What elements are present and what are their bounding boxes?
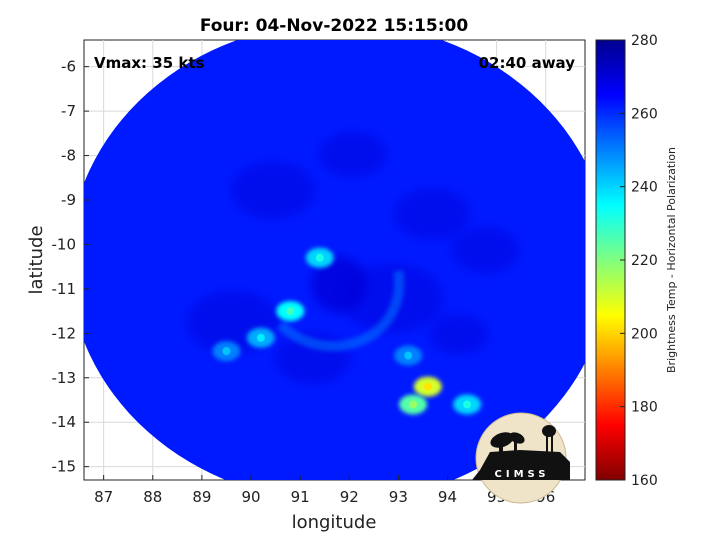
feature-core xyxy=(315,253,324,262)
swath-texture xyxy=(394,188,471,241)
storm-eye xyxy=(311,256,368,313)
x-tick-label: 93 xyxy=(389,488,408,506)
feature-core xyxy=(423,382,432,391)
colorbar-ticks: 160 180 200 220 240 260 280 xyxy=(620,33,658,489)
x-tick-label: 87 xyxy=(94,488,113,506)
y-axis-title: latitude xyxy=(26,225,47,294)
cimss-logo-text: CIMSS xyxy=(495,469,550,480)
x-tick-label: 88 xyxy=(143,488,162,506)
y-tick-label: -13 xyxy=(52,369,77,387)
x-tick-label: 91 xyxy=(291,488,310,506)
spiral-band xyxy=(276,270,405,352)
swath-texture xyxy=(429,314,489,355)
chart-title: Four: 04-Nov-2022 15:15:00 xyxy=(200,16,469,36)
y-axis: -6 -7 -8 -9 -10 -11 -12 -13 -14 -15 xyxy=(52,58,89,476)
colorbar-tick-label: 220 xyxy=(631,253,658,269)
x-tick-label: 90 xyxy=(241,488,260,506)
feature-core xyxy=(286,307,295,316)
y-tick-label: -14 xyxy=(52,413,77,431)
colorbar-tick-label: 260 xyxy=(631,106,658,122)
colorbar-tick-label: 180 xyxy=(631,400,658,416)
feature-core xyxy=(409,400,418,409)
colorbar-tick-label: 240 xyxy=(631,180,658,196)
y-tick-label: -15 xyxy=(52,458,77,476)
swath-texture xyxy=(451,227,520,274)
y-tick-label: -12 xyxy=(52,324,77,342)
colorbar-tick-label: 160 xyxy=(631,473,658,489)
feature-core xyxy=(222,347,231,356)
vmax-annotation: Vmax: 35 kts xyxy=(94,54,204,72)
colorbar-label: Brightness Temp - Horizontal Polarizatio… xyxy=(665,147,678,373)
y-tick-label: -11 xyxy=(52,280,77,298)
cimss-logo: CIMSS xyxy=(472,412,570,504)
x-axis-title: longitude xyxy=(292,512,377,533)
feature-core xyxy=(256,333,265,342)
satellite-swath xyxy=(84,40,585,480)
x-tick-label: 89 xyxy=(192,488,211,506)
y-tick-label: -6 xyxy=(61,58,76,76)
y-tick-label: -8 xyxy=(61,147,76,165)
feature-core xyxy=(404,351,413,360)
y-tick-label: -10 xyxy=(52,235,77,253)
swath-texture xyxy=(230,161,316,220)
x-tick-label: 94 xyxy=(438,488,457,506)
x-tick-label: 92 xyxy=(340,488,359,506)
swath-texture xyxy=(318,131,387,178)
y-tick-label: -9 xyxy=(61,191,76,209)
feature-core xyxy=(463,400,472,409)
colorbar-tick-label: 280 xyxy=(631,33,658,49)
time-away-annotation: 02:40 away xyxy=(479,54,576,72)
y-tick-label: -7 xyxy=(61,102,76,120)
colorbar-tick-label: 200 xyxy=(631,326,658,342)
colorbar: 160 180 200 220 240 260 280 Brightness Temp - … xyxy=(595,33,678,489)
